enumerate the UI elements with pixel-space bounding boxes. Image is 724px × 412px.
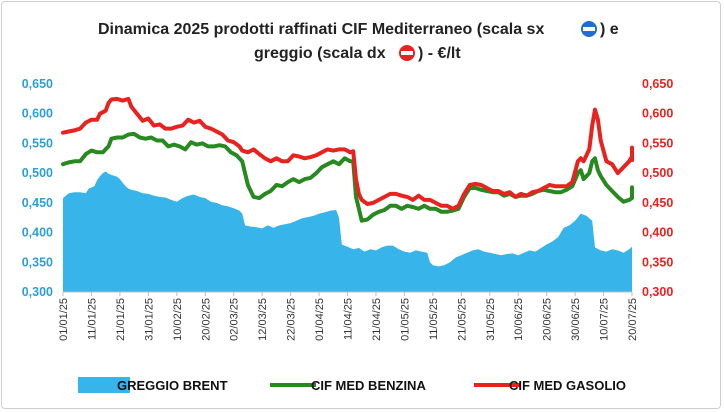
x-tick-label: 01/05/25 <box>399 298 411 341</box>
x-tick-label: 01/04/25 <box>314 298 326 341</box>
right-tick-label: 0,350 <box>642 255 673 269</box>
x-tick-label: 12/03/25 <box>257 298 269 341</box>
title-line1-end: ) e <box>600 21 619 38</box>
right-axis: 0,300 0,350 0,400 0,450 0,500 0,550 0,600 0,650 <box>642 77 673 299</box>
left-tick-label: 0,650 <box>22 77 53 91</box>
x-tick-label: 02/03/25 <box>229 298 241 341</box>
title-line2: greggio (scala dx <box>254 45 386 62</box>
x-tick-label: 11/05/25 <box>428 298 440 340</box>
series-line-benzina <box>61 131 634 223</box>
x-tick-label: 10/06/25 <box>513 298 525 341</box>
right-tick-label: 0,400 <box>642 226 673 240</box>
x-tick-label: 01/01/25 <box>58 298 70 341</box>
x-axis: 01/01/25 11/01/25 21/01/25 31/01/25 10/02/25… <box>58 292 639 341</box>
x-tick-label: 11/01/25 <box>86 298 98 340</box>
x-tick-label: 31/05/25 <box>485 298 497 341</box>
legend-label-gasolio: CIF MED GASOLIO <box>509 378 626 393</box>
left-tick-label: 0,400 <box>22 226 53 240</box>
legend-label-brent: GREGGIO BRENT <box>117 378 228 393</box>
x-tick-label: 10/02/25 <box>172 298 184 341</box>
left-tick-label: 0,550 <box>22 136 53 150</box>
legend-label-benzina: CIF MED BENZINA <box>311 378 426 393</box>
right-tick-label: 0,550 <box>642 136 673 150</box>
blue-arrow-icon <box>581 21 597 37</box>
x-tick-label: 20/02/25 <box>200 298 212 341</box>
x-tick-label: 30/06/25 <box>570 298 582 341</box>
right-tick-label: 0,450 <box>642 196 673 210</box>
x-tick-label: 21/05/25 <box>456 298 468 341</box>
left-tick-label: 0,500 <box>22 166 53 180</box>
plot-area <box>61 96 634 293</box>
left-tick-label: 0,350 <box>22 255 53 269</box>
right-tick-label: 0,600 <box>642 107 673 121</box>
left-tick-label: 0,300 <box>22 285 53 299</box>
legend-swatch-brent <box>78 377 130 393</box>
right-tick-label: 0,300 <box>642 285 673 299</box>
x-tick-label: 20/07/25 <box>627 298 639 341</box>
title-line1: Dinamica 2025 prodotti raffinati CIF Med… <box>98 21 544 38</box>
x-tick-label: 21/01/25 <box>115 298 127 341</box>
legend: GREGGIO BRENT CIF MED BENZINA CIF MED GA… <box>78 377 626 393</box>
left-tick-label: 0,600 <box>22 107 53 121</box>
x-tick-label: 31/01/25 <box>143 298 155 341</box>
chart-title: Dinamica 2025 prodotti raffinati CIF Med… <box>98 21 619 62</box>
x-tick-label: 20/06/25 <box>542 298 554 341</box>
x-tick-label: 10/07/25 <box>599 298 611 341</box>
right-tick-label: 0,650 <box>642 77 673 91</box>
left-tick-label: 0,450 <box>22 196 53 210</box>
x-tick-label: 21/04/25 <box>371 298 383 341</box>
x-tick-label: 22/03/25 <box>286 298 298 341</box>
red-arrow-icon <box>399 45 415 61</box>
series-area-brent <box>63 171 632 292</box>
right-tick-label: 0,500 <box>642 166 673 180</box>
x-tick-label: 11/04/25 <box>343 298 355 340</box>
title-line2-end: ) - €/lt <box>418 45 461 62</box>
series-line-gasolio <box>61 96 634 211</box>
left-axis: 0,300 0,350 0,400 0,450 0,500 0,550 0,600 0,650 <box>22 77 53 299</box>
